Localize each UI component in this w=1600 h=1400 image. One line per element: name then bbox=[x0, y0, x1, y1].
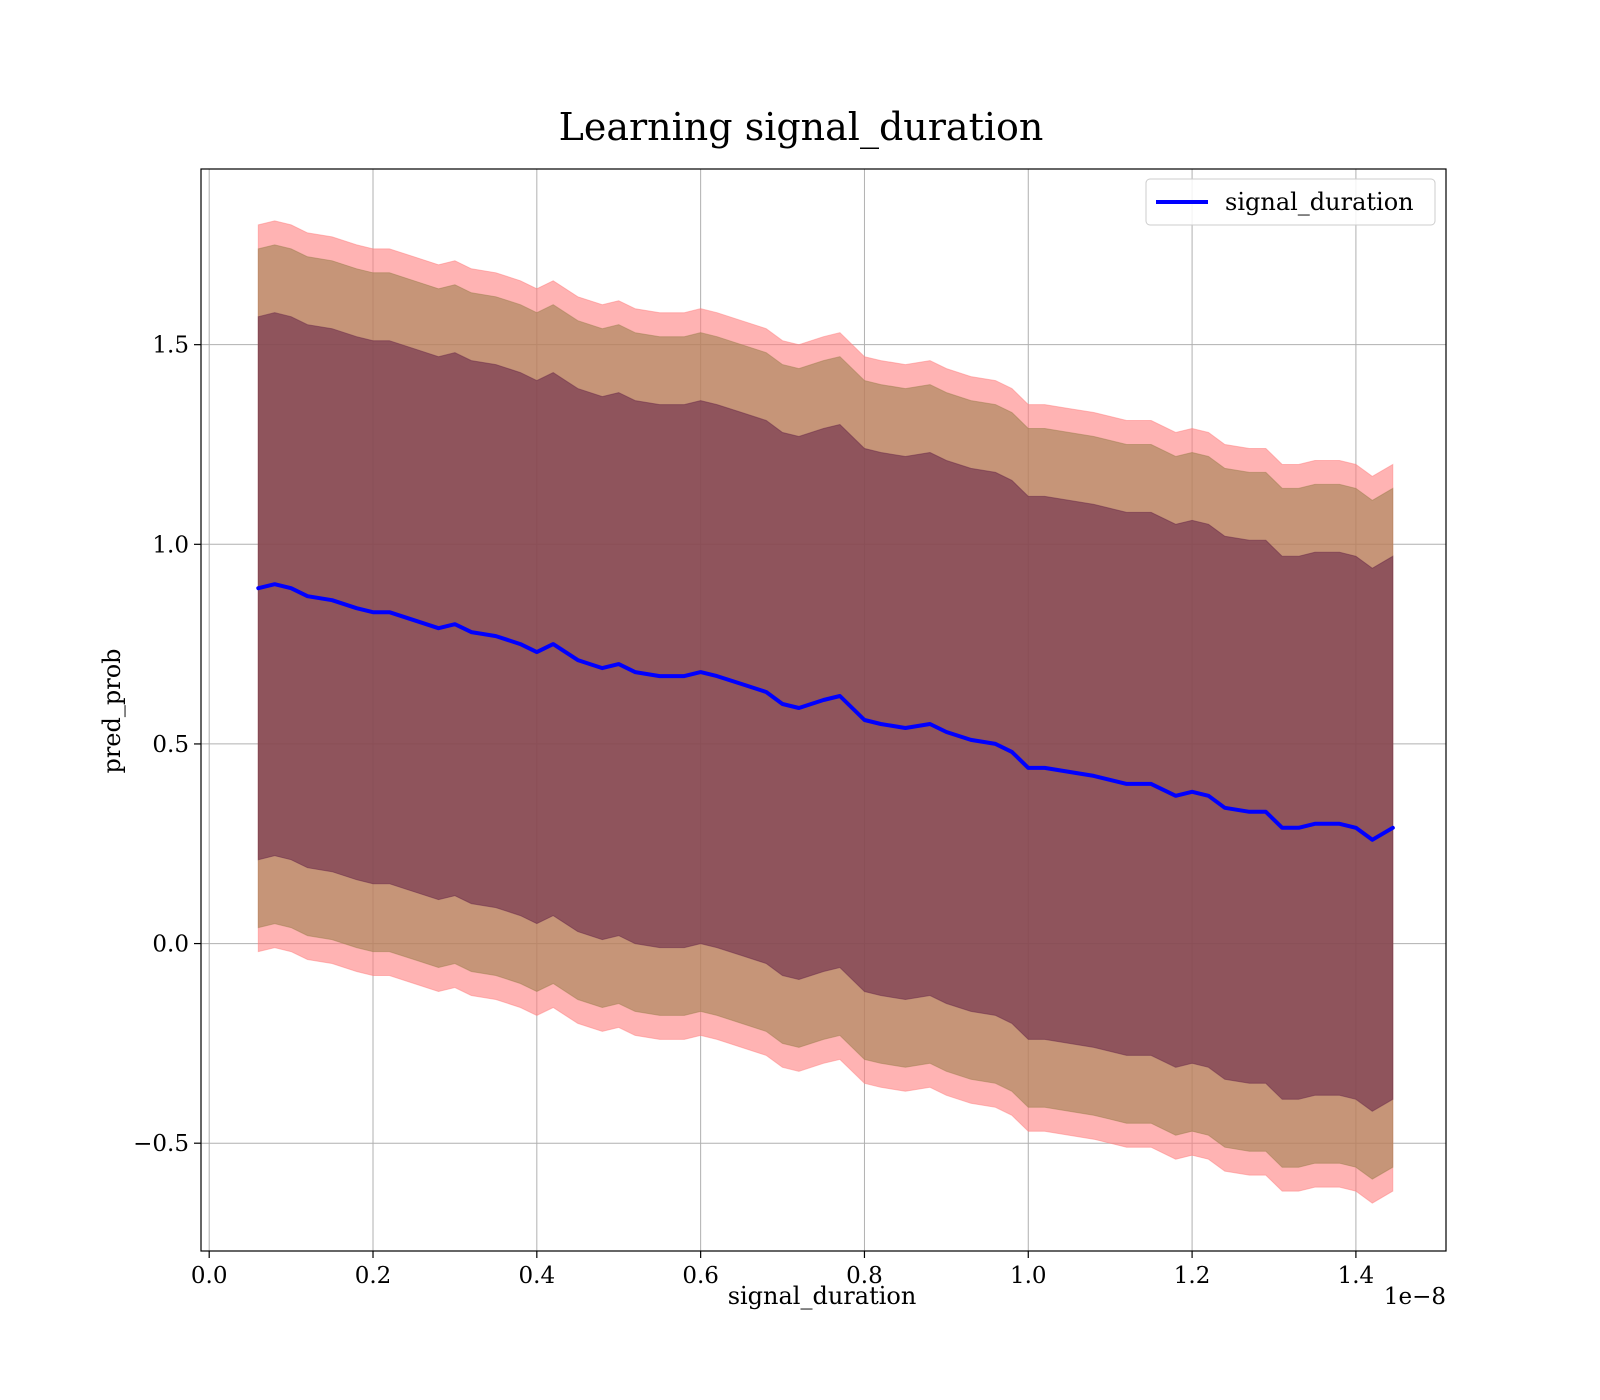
y-tick-label: 0.0 bbox=[152, 932, 189, 958]
x-tick-label: 0.2 bbox=[355, 1263, 392, 1289]
y-axis-label: pred_prob bbox=[98, 648, 126, 773]
x-axis-offset-label: 1e−8 bbox=[1384, 1284, 1446, 1310]
chart-title: Learning signal_duration bbox=[559, 105, 1044, 150]
legend-box bbox=[1145, 178, 1436, 226]
x-tick-label: 0.0 bbox=[191, 1263, 228, 1289]
x-tick-label: 0.8 bbox=[846, 1263, 883, 1289]
y-tick-label: −0.5 bbox=[133, 1131, 189, 1157]
series-line-signal-duration bbox=[256, 582, 1395, 842]
x-axis-ticks: 0.0 0.2 0.4 0.6 0.8 1.0 1.2 1.4 bbox=[191, 1251, 1374, 1289]
x-tick-label: 0.4 bbox=[519, 1263, 556, 1289]
legend-entry: signal_duration bbox=[1225, 188, 1414, 216]
x-tick-label: 1.4 bbox=[1338, 1263, 1375, 1289]
x-axis-label: signal_duration bbox=[728, 1282, 917, 1310]
plot-frame bbox=[200, 168, 1447, 1252]
series-lines bbox=[256, 582, 1395, 842]
y-tick-label: 1.0 bbox=[152, 532, 189, 558]
legend: signal_duration bbox=[1145, 178, 1436, 226]
y-tick-label: 0.5 bbox=[152, 732, 189, 758]
confidence-bands bbox=[257, 220, 1394, 1204]
x-tick-label: 0.6 bbox=[682, 1263, 719, 1289]
y-tick-label: 1.5 bbox=[152, 333, 189, 359]
x-tick-label: 1.2 bbox=[1174, 1263, 1211, 1289]
y-axis-ticks: −0.5 0.0 0.5 1.0 1.5 bbox=[133, 333, 201, 1157]
x-tick-label: 1.0 bbox=[1010, 1263, 1047, 1289]
band-inner bbox=[257, 312, 1394, 1112]
